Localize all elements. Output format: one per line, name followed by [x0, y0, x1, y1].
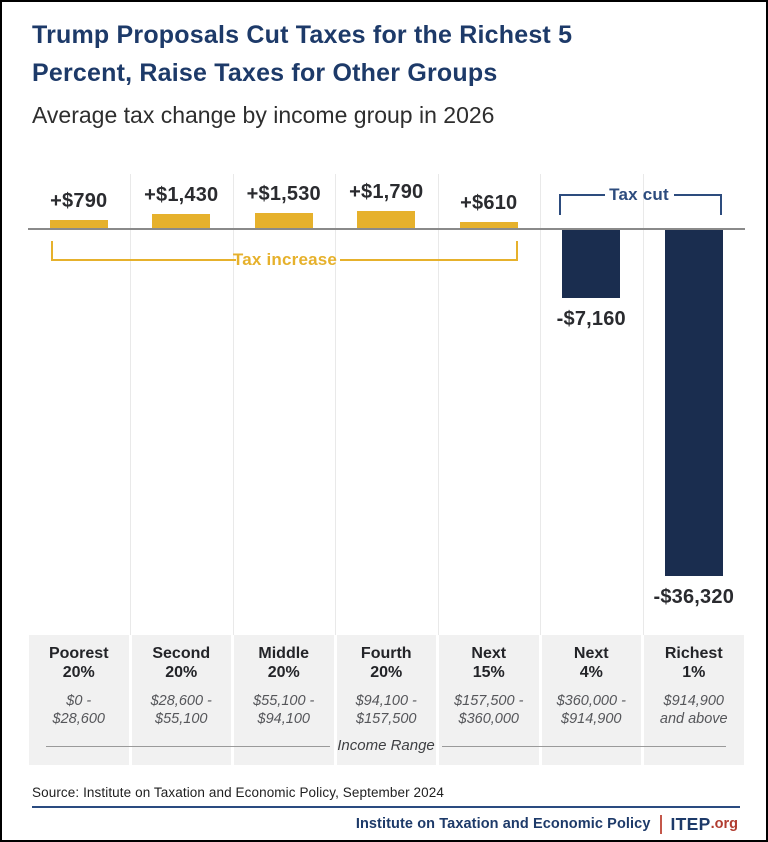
tax-cut-bracket-right-tick: [720, 194, 722, 215]
footer-separator-bar: [659, 814, 662, 834]
page-title-line-1: Trump Proposals Cut Taxes for the Riches…: [32, 21, 573, 49]
bar-value-label: +$1,430: [144, 184, 219, 207]
income-range-label: $360,000 - $914,900: [556, 693, 626, 727]
bar-value-label: +$610: [460, 192, 518, 215]
income-range-left-rule: [46, 746, 330, 747]
tax-cut-bracket-right-line: [674, 194, 722, 196]
page-title-line-2: Percent, Raise Taxes for Other Groups: [32, 59, 498, 87]
tax-cut-bar: [664, 230, 723, 576]
income-group-cell: Next 4% $360,000 - $914,900: [541, 635, 641, 765]
column-gridline: [642, 174, 644, 635]
footer-divider: [32, 806, 740, 808]
zero-baseline: [27, 228, 745, 230]
column-gridline: [335, 174, 336, 635]
income-range-right-rule: [442, 746, 726, 747]
itep-logo-suffix: .org: [710, 816, 738, 832]
chart-subtitle: Average tax change by income group in 20…: [32, 102, 495, 128]
bar-value-label: +$1,530: [246, 183, 321, 206]
tax-increase-bar: [49, 220, 108, 228]
income-range-label: $914,900 and above: [659, 693, 728, 727]
tax-cut-label: Tax cut: [609, 185, 669, 204]
tax-cut-bar: [562, 230, 621, 299]
income-group-label: Richest 1%: [664, 645, 723, 681]
tax-cut-bracket-left-tick: [559, 194, 561, 215]
tax-increase-bar: [254, 213, 313, 228]
bar-value-label: -$7,160: [556, 308, 626, 331]
income-group-label: Middle 20%: [258, 645, 310, 681]
income-range-label: $157,500 - $360,000: [454, 693, 524, 727]
source-note: Source: Institute on Taxation and Econom…: [32, 785, 444, 800]
column-gridline: [232, 174, 234, 635]
footer-branding: Institute on Taxation and Economic Polic…: [356, 813, 738, 835]
page-title: Trump Proposals Cut Taxes for the Riches…: [32, 16, 732, 92]
income-group-cell: Poorest 20% $0 - $28,600: [29, 635, 129, 765]
income-group-label: Fourth 20%: [360, 645, 412, 681]
income-range-label: $28,600 - $55,100: [150, 693, 212, 727]
income-group-cell: Second 20% $28,600 - $55,100: [131, 635, 231, 765]
tax-increase-bracket-right-line: [340, 259, 518, 261]
bar-value-label: -$36,320: [653, 586, 735, 608]
income-group-cell: Middle 20% $55,100 - $94,100: [234, 635, 334, 765]
income-group-label: Second 20%: [152, 645, 211, 681]
column-gridline: [130, 174, 131, 635]
income-group-label: Next 4%: [573, 645, 609, 681]
income-group-label: Poorest 20%: [48, 645, 109, 681]
income-group-cell: Fourth 20% $94,100 - $157,500: [336, 635, 436, 765]
tax-increase-bar: [357, 210, 416, 228]
tax-increase-bracket-right-tick: [516, 241, 518, 261]
footer-org-name: Institute on Taxation and Economic Polic…: [355, 816, 651, 832]
income-range-label: $94,100 - $157,500: [355, 693, 417, 727]
tax-increase-bracket-left-line: [51, 259, 236, 261]
tax-increase-bar: [459, 222, 518, 228]
column-gridline: [437, 174, 439, 635]
bar-value-label: +$790: [50, 190, 108, 213]
income-group-label: Next 15%: [471, 645, 507, 681]
column-gridline: [540, 174, 541, 635]
income-range-label: $0 - $28,600: [52, 693, 105, 727]
income-group-cell: Next 15% $157,500 - $360,000: [439, 635, 539, 765]
income-group-cell: Richest 1% $914,900 and above: [644, 635, 744, 765]
bar-value-label: +$1,790: [349, 180, 424, 203]
itep-logo: ITEP: [670, 813, 711, 834]
tax-increase-bracket-left-tick: [51, 241, 53, 261]
tax-cut-bracket-left-line: [559, 194, 605, 196]
tax-increase-label: Tax increase: [232, 250, 338, 269]
income-range-label: $55,100 - $94,100: [253, 693, 315, 727]
income-range-axis-label: Income Range: [337, 737, 435, 754]
tax-increase-bar: [152, 214, 211, 228]
